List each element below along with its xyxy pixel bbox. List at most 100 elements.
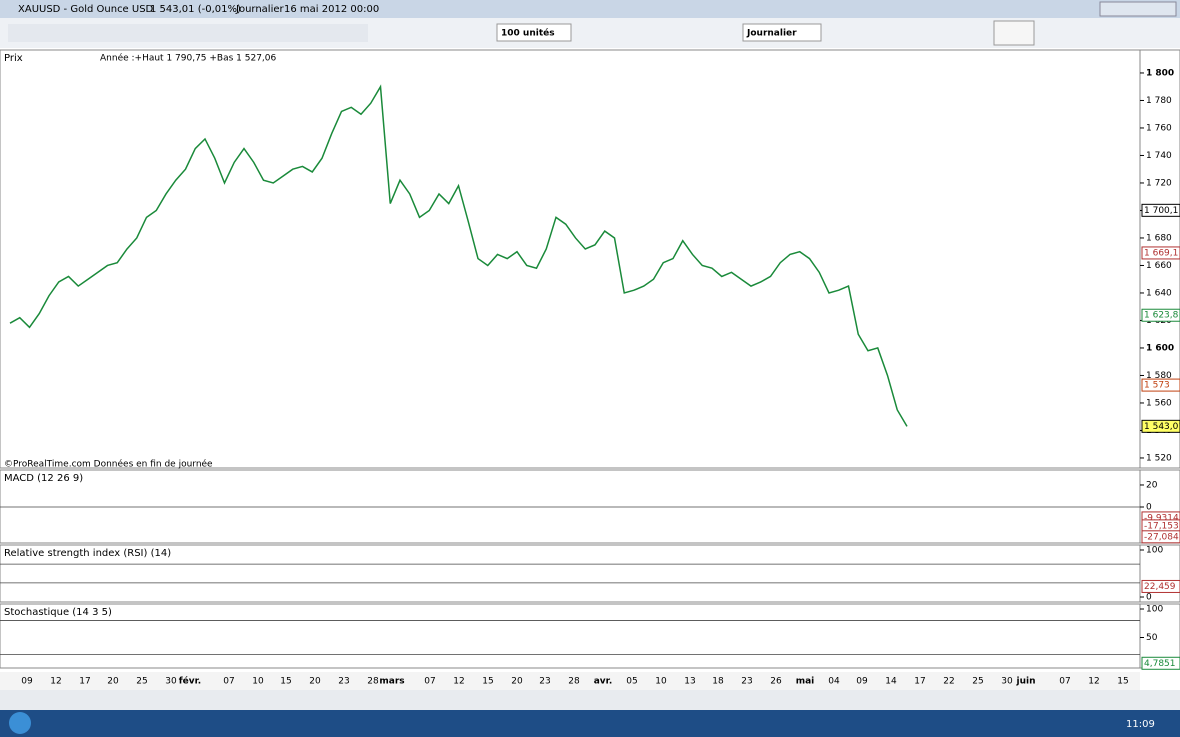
value-label: 1 700,1: [1144, 206, 1178, 216]
value-label-box: [1141, 656, 1180, 670]
value-label-box: [1141, 419, 1180, 433]
value-label: 1 573: [1144, 381, 1170, 391]
value-label: 1 623,8: [1144, 311, 1179, 321]
y-tick-label: 1 720: [1146, 178, 1172, 188]
x-tick-label: 28: [367, 677, 379, 687]
y-tick-label: 1 780: [1146, 96, 1172, 106]
panel: [0, 469, 1180, 544]
x-tick-label: 17: [914, 677, 925, 687]
x-tick-label: 09: [856, 677, 868, 687]
y-tick-label: 1 640: [1146, 288, 1172, 298]
x-tick-label: 23: [539, 677, 550, 687]
x-tick-label: 25: [972, 677, 983, 687]
x-tick-label: mars: [379, 677, 404, 687]
y-tick-label: 1 660: [1146, 261, 1172, 271]
y-tick-label: 1 740: [1146, 151, 1172, 161]
x-tick-label: 30: [165, 677, 177, 687]
y-tick-label: 100: [1146, 605, 1163, 615]
x-tick-label: 26: [770, 677, 782, 687]
x-tick-label: 04: [828, 677, 840, 687]
y-tick-label: 100: [1146, 545, 1163, 555]
value-label: -17,153: [1144, 521, 1179, 531]
panel-title: Relative strength index (RSI) (14): [4, 548, 171, 559]
value-label-box: [1141, 530, 1180, 544]
x-tick-label: 10: [655, 677, 667, 687]
y-tick-label: 50: [1146, 633, 1158, 643]
x-axis-band: [0, 672, 1140, 690]
x-tick-label: 25: [136, 677, 147, 687]
x-tick-label: 07: [1059, 677, 1070, 687]
y-tick-label: 0: [1146, 593, 1152, 603]
panel-subtitle: Année :+Haut 1 790,75 +Bas 1 527,06: [100, 53, 277, 64]
x-tick-label: 20: [309, 677, 321, 687]
panel: [0, 49, 1180, 469]
x-tick-label: 20: [107, 677, 119, 687]
x-tick-label: 15: [482, 677, 493, 687]
start-button[interactable]: [9, 712, 31, 734]
quantity-select[interactable]: [496, 23, 572, 42]
panel: [0, 544, 1180, 603]
value-label: -27,084: [1144, 532, 1179, 542]
y-tick-label: 1 560: [1146, 398, 1172, 408]
timeframe-select[interactable]: [742, 23, 822, 42]
y-tick-label: 1 520: [1146, 453, 1172, 463]
value-label: 1 543,01: [1144, 422, 1180, 432]
y-tick-label: 1 600: [1146, 343, 1174, 353]
y-tick-label: 1 800: [1146, 68, 1174, 78]
value-label: -9,9314: [1144, 513, 1179, 523]
x-tick-label: 09: [21, 677, 33, 687]
panel-title: Stochastique (14 3 5): [4, 607, 112, 618]
indicator-button[interactable]: [993, 20, 1035, 46]
x-tick-label: févr.: [179, 676, 201, 687]
value-label-box: [1141, 378, 1180, 392]
price-line: [9, 84, 908, 427]
window-title: XAUUSD - Gold Ounce USD: [18, 4, 154, 15]
x-tick-label: 15: [1117, 677, 1128, 687]
y-tick-label: 1 580: [1146, 371, 1172, 381]
x-tick-label: juin: [1016, 677, 1036, 687]
x-tick-label: 18: [712, 677, 724, 687]
y-tick-label: 1 760: [1146, 123, 1172, 133]
x-tick-label: 05: [626, 677, 637, 687]
value-label-box: [1141, 203, 1180, 217]
source-note: ©ProRealTime.com Données en fin de journ…: [4, 459, 213, 470]
x-tick-label: mai: [796, 677, 815, 687]
value-label-box: [1141, 246, 1180, 260]
x-tick-label: 07: [223, 677, 234, 687]
x-tick-label: 12: [50, 677, 61, 687]
panel-title: MACD (12 26 9): [4, 473, 83, 484]
title-bar: [0, 0, 1180, 18]
y-tick-label: 20: [1146, 480, 1158, 490]
taskbar-time: 11:09: [1126, 719, 1155, 730]
x-tick-label: 14: [885, 677, 897, 687]
x-tick-label: avr.: [594, 677, 613, 687]
window-period: Journalier: [235, 4, 285, 15]
x-tick-label: 13: [684, 677, 695, 687]
panel: [0, 603, 1180, 669]
window-date: 16 mai 2012 00:00: [284, 4, 379, 15]
x-tick-label: 28: [568, 677, 580, 687]
x-tick-label: 07: [424, 677, 435, 687]
x-tick-label: 30: [1001, 677, 1013, 687]
panel-title: Prix: [4, 53, 23, 64]
window-controls[interactable]: [1099, 1, 1177, 17]
quantity-value: 100 unités: [501, 28, 555, 39]
value-label: 4,7851: [1144, 659, 1176, 669]
x-tick-label: 15: [280, 677, 291, 687]
y-tick-label: 1 680: [1146, 233, 1172, 243]
value-label-box: [1141, 308, 1180, 322]
x-tick-label: 23: [338, 677, 349, 687]
x-tick-label: 12: [453, 677, 464, 687]
taskbar: [0, 710, 1180, 737]
value-label: 1 669,1: [1144, 248, 1178, 258]
y-tick-label: 0: [1146, 502, 1152, 512]
x-tick-label: 23: [741, 677, 752, 687]
x-tick-label: 17: [79, 677, 90, 687]
scroll-bar[interactable]: [0, 690, 1180, 710]
timeframe-value: Journalier: [746, 29, 797, 39]
value-label-box: [1141, 579, 1180, 593]
drawing-tools[interactable]: [8, 24, 368, 42]
value-label: 22,459: [1144, 582, 1176, 592]
x-tick-label: 10: [252, 677, 264, 687]
